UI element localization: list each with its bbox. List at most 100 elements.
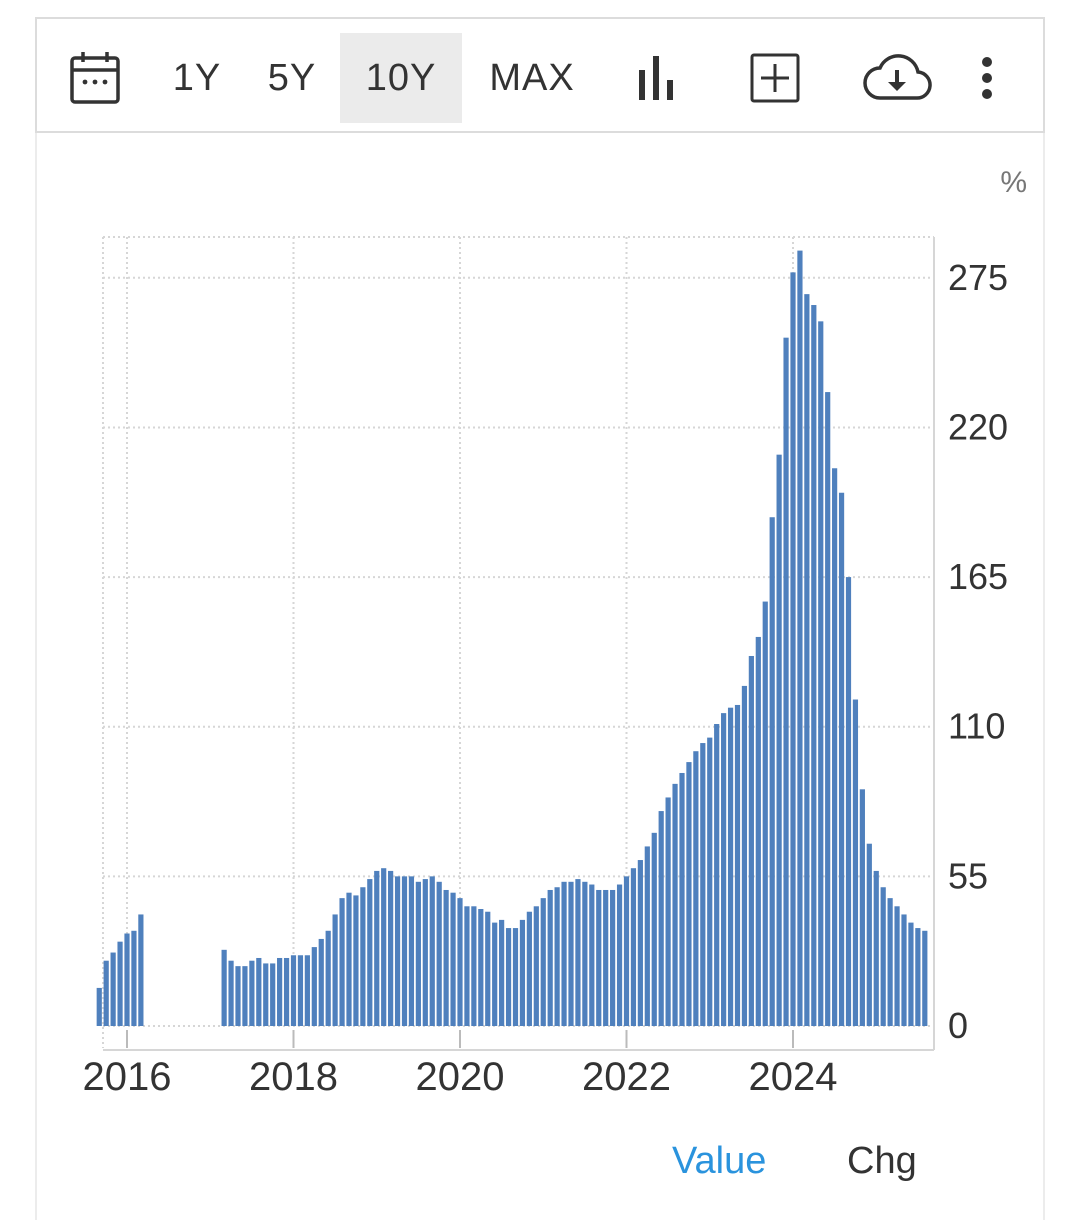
more-vertical-icon[interactable] xyxy=(967,33,1007,123)
bar xyxy=(693,751,699,1026)
bar xyxy=(915,928,921,1026)
bar xyxy=(727,707,734,1026)
bar xyxy=(339,898,345,1026)
bar xyxy=(318,938,324,1026)
bar xyxy=(533,906,539,1026)
bar xyxy=(762,601,768,1026)
bar xyxy=(277,957,283,1026)
range-10y-button[interactable]: 10Y xyxy=(340,33,462,123)
bar xyxy=(873,870,879,1026)
bar xyxy=(353,895,359,1026)
bar xyxy=(582,881,588,1026)
bar xyxy=(408,876,415,1026)
bar xyxy=(346,892,352,1026)
bar xyxy=(561,881,567,1026)
bar xyxy=(866,843,872,1026)
bar xyxy=(381,868,387,1026)
axes: 0 55 110 165 220 275 2016 2018 2020 2022 2024 xyxy=(83,237,1008,1099)
x-tick-label: 2016 xyxy=(83,1055,172,1099)
bar xyxy=(394,876,401,1026)
bar xyxy=(818,321,824,1027)
bar xyxy=(859,789,865,1026)
tab-value[interactable]: Value xyxy=(672,1140,767,1182)
bar xyxy=(388,870,394,1026)
bar xyxy=(721,713,727,1026)
x-tick-label: 2024 xyxy=(749,1055,838,1099)
bar-chart-icon[interactable] xyxy=(627,33,687,123)
bar xyxy=(429,876,435,1026)
bar xyxy=(401,876,408,1026)
bar xyxy=(575,879,581,1026)
bar xyxy=(228,960,234,1026)
bar xyxy=(526,911,532,1026)
bar xyxy=(415,881,421,1026)
bar xyxy=(367,879,373,1026)
bar xyxy=(138,914,144,1026)
bar xyxy=(478,909,484,1026)
add-box-icon[interactable] xyxy=(745,33,805,123)
bar xyxy=(672,783,678,1026)
bar xyxy=(769,517,775,1026)
tab-chg[interactable]: Chg xyxy=(847,1140,917,1182)
bar xyxy=(901,914,907,1026)
y-tick-label: 55 xyxy=(948,855,988,896)
bar xyxy=(457,898,463,1026)
bar xyxy=(221,949,227,1026)
bar xyxy=(311,947,317,1026)
bar xyxy=(825,392,831,1027)
bar xyxy=(623,876,630,1026)
bar xyxy=(325,930,331,1026)
y-tick-label: 275 xyxy=(948,257,1008,298)
bar xyxy=(443,889,449,1026)
bar xyxy=(242,966,248,1026)
bar xyxy=(471,906,477,1026)
bar xyxy=(776,454,782,1026)
bar xyxy=(589,884,595,1026)
chart-panel xyxy=(35,133,1045,1220)
bar xyxy=(908,922,914,1026)
bar xyxy=(485,911,491,1026)
range-10y-label: 10Y xyxy=(365,56,437,99)
bar xyxy=(852,699,859,1026)
bar xyxy=(96,987,102,1026)
bar xyxy=(124,933,130,1026)
range-1y-label: 1Y xyxy=(172,56,222,99)
unit-label: % xyxy=(1000,166,1027,199)
bar xyxy=(568,881,574,1026)
bar xyxy=(894,906,900,1026)
bars xyxy=(96,250,928,1027)
bar xyxy=(540,898,546,1026)
bar xyxy=(790,272,796,1026)
bar xyxy=(748,655,754,1026)
range-1y-button[interactable]: 1Y xyxy=(157,33,237,123)
bar xyxy=(811,305,817,1026)
bar xyxy=(499,919,505,1026)
chart-toolbar: 1Y 5Y 10Y MAX xyxy=(35,17,1045,133)
bar xyxy=(117,941,123,1026)
cloud-download-icon[interactable] xyxy=(857,33,937,123)
bar xyxy=(658,811,664,1026)
bar xyxy=(797,250,803,1027)
bar xyxy=(422,879,428,1026)
bar xyxy=(707,737,713,1026)
x-tick-label: 2022 xyxy=(582,1055,671,1099)
bar xyxy=(103,960,109,1026)
bar xyxy=(131,930,137,1026)
bar xyxy=(804,294,810,1026)
range-max-label: MAX xyxy=(489,56,575,99)
bar xyxy=(596,889,602,1026)
bar xyxy=(880,887,886,1026)
range-max-button[interactable]: MAX xyxy=(477,33,587,123)
bar xyxy=(450,892,456,1026)
y-tick-label: 110 xyxy=(948,706,1005,747)
bar xyxy=(630,868,637,1026)
x-tick-label: 2018 xyxy=(249,1055,338,1099)
bar xyxy=(783,337,789,1026)
range-5y-button[interactable]: 5Y xyxy=(252,33,332,123)
calendar-icon[interactable] xyxy=(65,33,125,123)
bar xyxy=(644,846,650,1026)
bar xyxy=(249,960,255,1026)
bar xyxy=(845,577,852,1026)
bar xyxy=(304,955,310,1026)
